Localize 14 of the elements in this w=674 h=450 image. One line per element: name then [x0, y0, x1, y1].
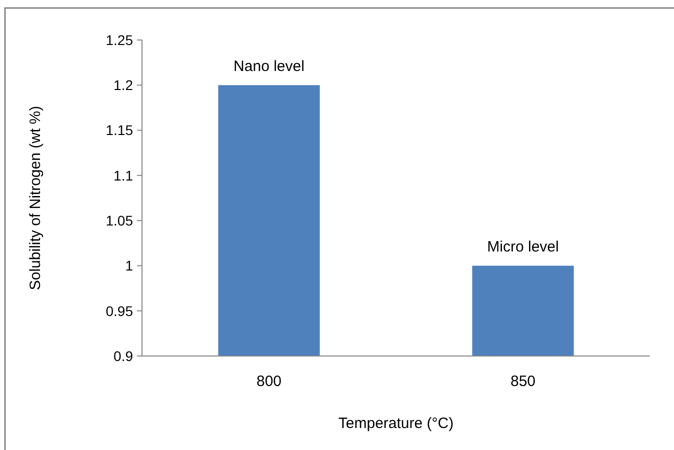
y-tick-label: 1.1 — [114, 167, 134, 184]
y-axis-title: Solubility of Nitrogen (wt %) — [27, 106, 44, 290]
annotation: Nano level — [234, 58, 304, 76]
x-axis-title: Temperature (°C) — [338, 415, 454, 432]
y-tick-label: 0.95 — [106, 302, 134, 319]
y-tick-label: 1.25 — [106, 32, 134, 48]
annotation: Micro level — [487, 238, 559, 256]
y-tick-label: 1.15 — [106, 122, 134, 138]
y-tick-label: 1 — [125, 258, 134, 274]
x-tick-label: 850 — [510, 373, 536, 390]
y-tick-label: 1.05 — [106, 212, 134, 228]
y-tick-label: 0.9 — [114, 348, 134, 364]
x-tick-label: 800 — [256, 373, 282, 390]
y-tick-label: 1.2 — [114, 77, 134, 94]
